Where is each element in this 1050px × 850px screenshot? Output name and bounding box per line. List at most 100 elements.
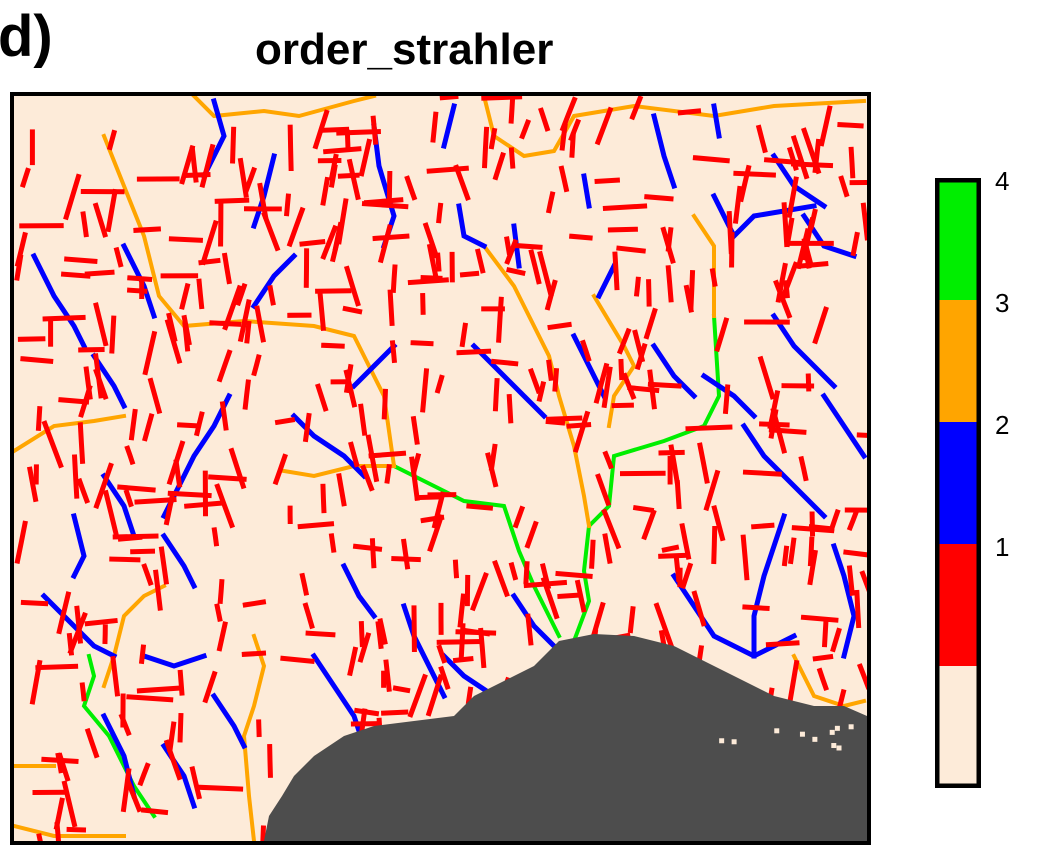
stream-order1-444 [540, 576, 560, 620]
stream-order1-345 [209, 320, 242, 327]
stream-order1-187 [392, 685, 411, 694]
stream-order1-389 [358, 621, 365, 648]
stream-order2-18 [250, 252, 298, 310]
stream-order1-21 [381, 388, 388, 420]
stream-order1-391 [742, 604, 770, 612]
stream-order1-37 [123, 489, 134, 508]
stream-order1-384 [427, 513, 445, 553]
stream-order1-467 [320, 483, 327, 514]
stream-order1-307 [267, 285, 276, 306]
stream-order1-460 [612, 251, 620, 291]
stream-order1-17 [572, 410, 591, 453]
stream-order1-466 [93, 368, 109, 400]
stream-order1-462 [76, 477, 91, 504]
stream-order1-373 [128, 408, 138, 441]
stream-order2-36 [700, 372, 758, 420]
stream-order1-251 [601, 366, 613, 409]
stream-order1-382 [14, 231, 28, 268]
stream-order3-8 [241, 633, 267, 841]
stream-order1-417 [801, 127, 822, 175]
stream-order1-194 [545, 418, 566, 426]
stream-order1-136 [787, 537, 797, 565]
stream-order1-469 [126, 287, 148, 294]
stream-order1-459 [208, 474, 247, 482]
stream-order1-252 [528, 249, 542, 285]
stream-order1-148 [409, 456, 420, 502]
stream-order1-420 [422, 222, 440, 259]
background-speck-6 [831, 743, 837, 749]
stream-order1-440 [589, 539, 596, 569]
stream-order1-41 [299, 239, 326, 247]
stream-order1-134 [344, 129, 351, 151]
stream-order1-510 [17, 336, 46, 342]
stream-order1-235 [436, 202, 444, 224]
stream-order1-303 [536, 381, 547, 403]
stream-order1-482 [859, 570, 867, 593]
background-speck-2 [812, 736, 818, 742]
stream-order1-210 [722, 384, 731, 415]
stream-order1-451 [714, 317, 730, 353]
stream-order1-432 [504, 236, 512, 256]
background-speck-0 [834, 725, 840, 731]
stream-order1-338 [420, 274, 443, 281]
stream-order1-500 [78, 384, 93, 418]
stream-order1-89 [751, 522, 775, 530]
stream-order1-105 [506, 267, 526, 276]
stream-order1-220 [80, 211, 89, 238]
stream-order1-184 [400, 538, 411, 570]
stream-order1-272 [158, 546, 170, 585]
stream-order1-198 [627, 384, 660, 394]
stream-order1-426 [133, 226, 162, 233]
stream-order2-29 [440, 652, 498, 700]
stream-order1-491 [117, 484, 156, 493]
stream-order1-447 [336, 473, 347, 507]
stream-order1-180 [544, 279, 558, 311]
stream-order1-465 [683, 284, 694, 313]
stream-order2-42 [340, 562, 378, 620]
stream-order1-139 [352, 543, 383, 552]
legend-colorbar [935, 178, 981, 788]
stream-order1-267 [492, 377, 500, 412]
stream-order1-158 [63, 173, 82, 221]
stream-order1-32 [407, 673, 428, 718]
stream-order1-480 [846, 565, 855, 596]
stream-order1-404 [763, 157, 804, 166]
stream-order1-483 [357, 632, 372, 663]
stream-order2-21 [70, 512, 87, 580]
stream-order1-58 [616, 327, 632, 355]
stream-order2-40 [210, 692, 248, 750]
stream-order1-38 [538, 107, 551, 132]
stream-order1-359 [370, 115, 379, 145]
stream-order1-427 [214, 197, 250, 204]
stream-order1-255 [321, 342, 345, 349]
stream-order1-270 [559, 123, 568, 151]
stream-order1-181 [237, 299, 252, 343]
stream-order1-65 [439, 96, 459, 101]
legend-swatch-0 [935, 666, 981, 788]
stream-order1-316 [594, 106, 614, 146]
stream-order1-402 [36, 833, 43, 841]
stream-order1-508 [181, 314, 192, 346]
stream-order1-119 [568, 118, 582, 142]
legend-swatch-2 [935, 422, 981, 544]
legend-swatch-3 [935, 300, 981, 422]
stream-order1-138 [343, 369, 358, 408]
stream-order1-215 [317, 290, 327, 332]
legend-swatch-4 [935, 178, 981, 300]
stream-order1-120 [618, 358, 625, 381]
stream-order1-72 [602, 450, 614, 470]
stream-order1-91 [202, 670, 218, 704]
stream-order1-102 [20, 356, 54, 365]
stream-order1-368 [404, 175, 418, 201]
stream-order1-411 [646, 279, 652, 307]
stream-order1-149 [692, 155, 730, 164]
stream-order1-77 [84, 269, 115, 277]
stream-order1-499 [286, 206, 306, 248]
stream-order1-240 [365, 434, 380, 483]
stream-order1-23 [368, 450, 407, 459]
stream-order1-396 [456, 348, 492, 356]
stream-order1-286 [377, 618, 388, 645]
stream-order1-62 [685, 424, 733, 432]
stream-order2-37 [820, 392, 867, 460]
stream-order3-7 [101, 583, 167, 689]
